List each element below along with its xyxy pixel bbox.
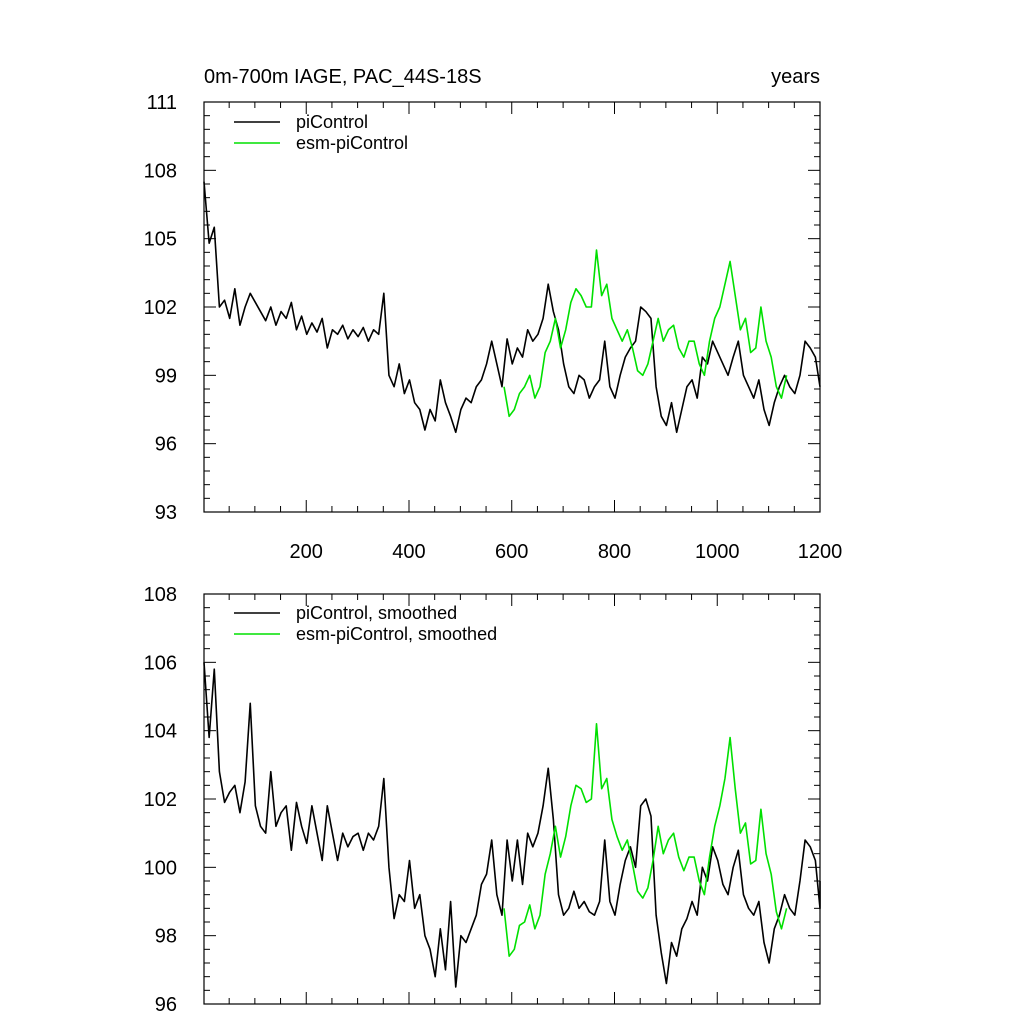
lower-y-tick-label: 96 <box>155 994 177 1016</box>
lower-panel: 96 98 100 102 104 106 108 piControl, smoothed … <box>144 584 821 1016</box>
chart-title: 0m-700m IAGE, PAC_44S-18S <box>204 66 482 88</box>
upper-y-tick-label: 108 <box>144 160 177 182</box>
lower-legend: piControl, smoothed esm-piControl, smoot… <box>234 603 497 644</box>
upper-x-tick-label: 400 <box>392 541 425 563</box>
units-label: years <box>771 66 820 88</box>
upper-x-tick-label: 600 <box>495 541 528 563</box>
legend-label-picontrol-smoothed: piControl, smoothed <box>296 603 457 623</box>
legend-label-esm-picontrol: esm-piControl <box>296 133 408 153</box>
upper-plot-frame <box>203 101 821 513</box>
upper-series-line-picontrol <box>203 181 821 434</box>
upper-tick-marks <box>204 101 821 513</box>
upper-x-tick-label: 1000 <box>695 541 740 563</box>
upper-x-tick-label: 200 <box>290 541 323 563</box>
lower-tick-marks <box>204 593 821 1005</box>
upper-y-tick-label: 93 <box>155 502 177 524</box>
lower-series-group <box>203 662 821 988</box>
lower-y-tick-label: 102 <box>144 789 177 811</box>
lower-y-tick-label: 104 <box>144 721 177 743</box>
upper-x-tick-label: 1200 <box>798 541 843 563</box>
upper-x-tick-labels: 200 400 600 800 1000 1200 <box>290 541 843 563</box>
lower-series-line-picontrol <box>203 662 821 988</box>
upper-y-tick-label: 105 <box>144 229 177 251</box>
upper-panel: 0m-700m IAGE, PAC_44S-18S years 93 96 99 10… <box>144 66 843 563</box>
lower-y-tick-label: 108 <box>144 584 177 606</box>
upper-y-tick-label: 99 <box>155 365 177 387</box>
upper-x-tick-label: 800 <box>598 541 631 563</box>
upper-series-line-esm-picontrol <box>503 249 788 418</box>
lower-y-tick-labels: 96 98 100 102 104 106 108 <box>144 584 177 1016</box>
lower-y-tick-label: 98 <box>155 926 177 948</box>
legend-label-esm-picontrol-smoothed: esm-piControl, smoothed <box>296 624 497 644</box>
lower-plot-frame <box>203 593 821 1005</box>
lower-y-tick-label: 100 <box>144 857 177 879</box>
lower-y-tick-label: 106 <box>144 652 177 674</box>
upper-y-tick-label: 111 <box>147 92 177 114</box>
upper-y-tick-label: 96 <box>155 434 177 456</box>
legend-label-picontrol: piControl <box>296 112 368 132</box>
lower-series-line-esm-picontrol <box>503 723 788 957</box>
upper-series-group <box>203 181 821 434</box>
upper-y-tick-labels: 93 96 99 102 105 108 111 <box>144 92 177 524</box>
upper-y-tick-label: 102 <box>144 297 177 319</box>
upper-legend: piControl esm-piControl <box>234 112 408 153</box>
